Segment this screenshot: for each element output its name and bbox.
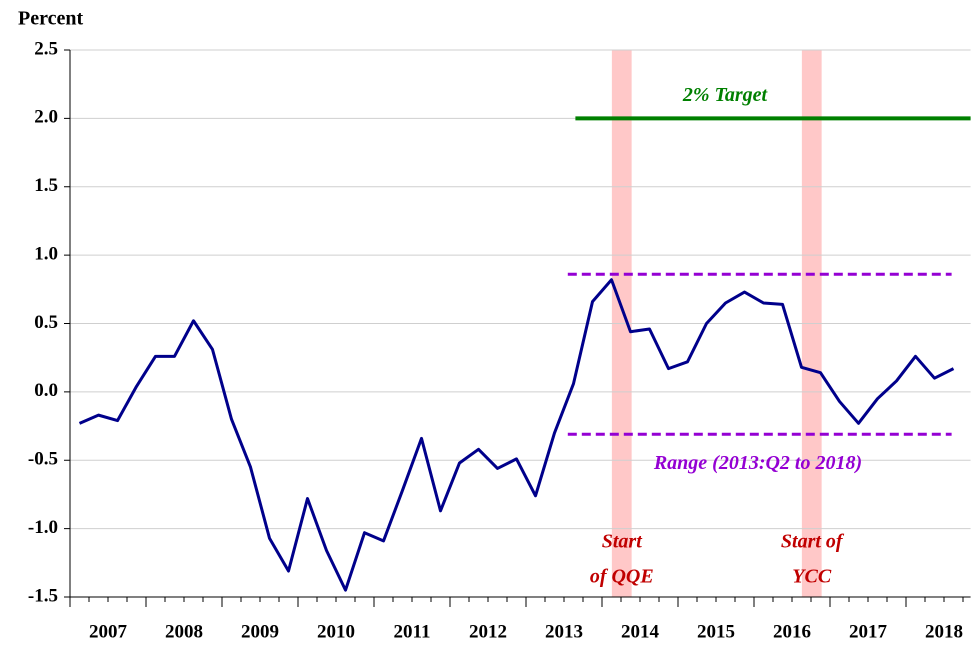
x-tick-label: 2009 [241, 621, 279, 642]
x-tick-label: 2018 [925, 621, 963, 642]
target-label: 2% Target [682, 84, 769, 106]
y-tick-label: -0.5 [28, 449, 58, 470]
x-tick-label: 2008 [165, 621, 203, 642]
event-label: Start [602, 531, 643, 553]
event-label: Start of [781, 531, 845, 553]
y-tick-label: 2.0 [34, 107, 58, 128]
y-tick-label: 0.5 [34, 312, 58, 333]
y-tick-label: -1.0 [28, 517, 58, 538]
x-tick-label: 2011 [394, 621, 431, 642]
y-tick-label: 1.0 [34, 243, 58, 264]
y-tick-label: -1.5 [28, 585, 58, 606]
y-tick-label: 1.5 [34, 175, 58, 196]
x-tick-label: 2017 [849, 621, 888, 642]
x-tick-label: 2015 [697, 621, 735, 642]
y-tick-label: 2.5 [34, 38, 58, 59]
x-tick-label: 2016 [773, 621, 811, 642]
x-tick-label: 2014 [621, 621, 660, 642]
y-tick-label: 0.0 [34, 380, 58, 401]
event-label: of QQE [590, 566, 654, 588]
range-label: Range (2013:Q2 to 2018) [653, 452, 862, 474]
x-tick-label: 2012 [469, 621, 507, 642]
x-tick-label: 2010 [317, 621, 355, 642]
x-tick-label: 2013 [545, 621, 583, 642]
event-label: YCC [792, 566, 832, 588]
y-axis-label: Percent [18, 8, 83, 30]
x-tick-label: 2007 [89, 621, 128, 642]
data-line [78, 278, 955, 592]
